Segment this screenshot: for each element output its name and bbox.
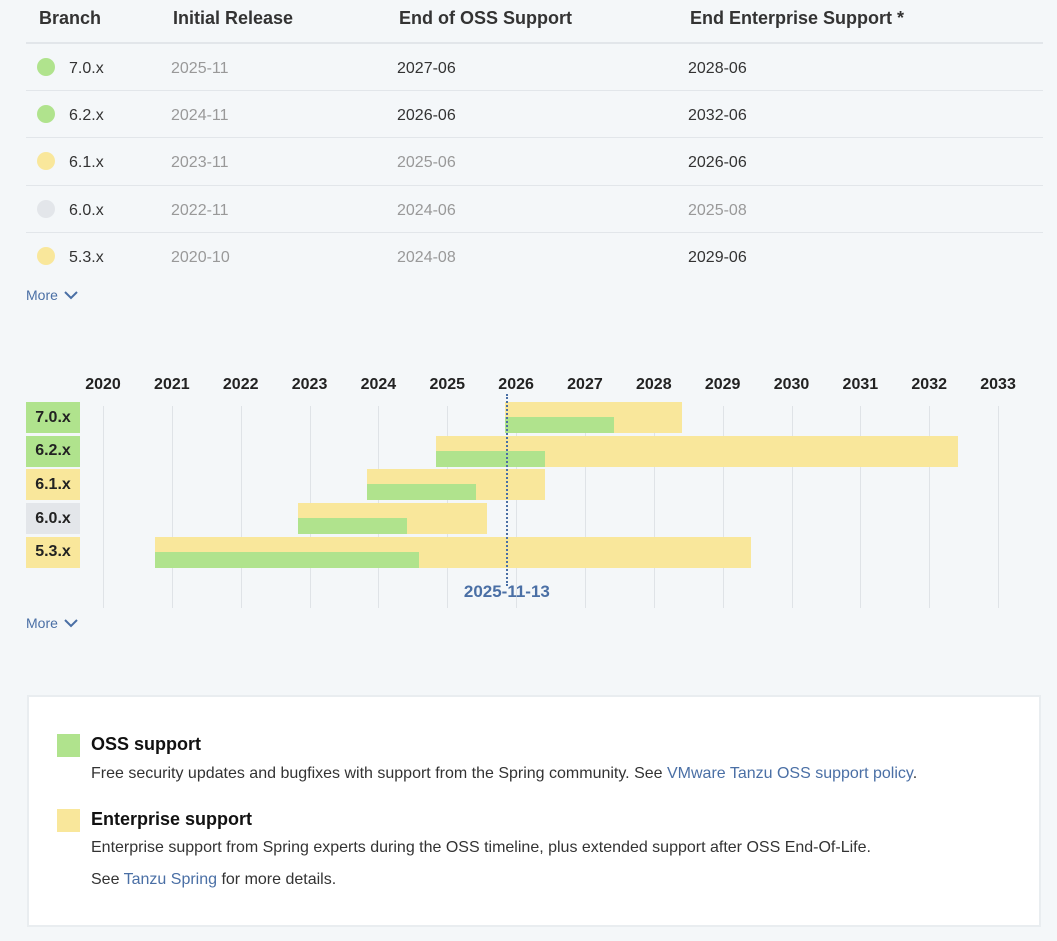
- branch-label: 7.0.x: [26, 402, 80, 433]
- grid-line: [722, 406, 724, 608]
- year-label: 2031: [842, 376, 879, 393]
- cell-branch: 7.0.x: [69, 60, 104, 77]
- cell-end-enterprise: 2026-06: [688, 154, 747, 172]
- branch-label: 5.3.x: [26, 536, 80, 568]
- cell-end-enterprise: 2025-08: [688, 201, 747, 219]
- status-dot: [37, 105, 55, 124]
- oss-policy-link[interactable]: VMware Tanzu OSS support policy: [666, 765, 913, 782]
- table-row: 7.0.x 2025-11 2027-06 2028-06: [26, 44, 1043, 92]
- oss-support-bar: [366, 484, 476, 501]
- table-row: 6.2.x 2024-11 2026-06 2032-06: [26, 91, 1043, 139]
- timeline-more-link[interactable]: More: [26, 615, 78, 631]
- enterprise-description: Enterprise support from Spring experts d…: [91, 839, 871, 856]
- cell-initial-release: 2020-10: [171, 248, 230, 266]
- header-initial-release: Initial Release: [173, 8, 294, 28]
- cell-branch: 6.1.x: [69, 154, 104, 172]
- header-branch: Branch: [39, 8, 102, 28]
- cell-initial-release: 2023-11: [171, 154, 229, 172]
- header-end-oss-support: End of OSS Support: [399, 8, 572, 28]
- cell-initial-release: 2025-11: [171, 60, 229, 77]
- year-label: 2023: [291, 376, 328, 393]
- cell-end-oss: 2027-06: [397, 60, 456, 77]
- chevron-down-icon: [64, 619, 78, 628]
- grid-line: [103, 406, 104, 608]
- cell-end-enterprise: 2029-06: [688, 248, 747, 266]
- cell-end-enterprise: 2028-06: [688, 60, 747, 77]
- cell-end-oss: 2024-06: [397, 201, 456, 219]
- table-more-link[interactable]: More: [26, 287, 78, 303]
- year-label: 2022: [222, 376, 259, 393]
- year-label: 2027: [567, 376, 603, 393]
- more-label: More: [26, 287, 58, 303]
- grid-line: [998, 406, 1000, 608]
- year-label: 2032: [911, 376, 947, 393]
- year-label: 2028: [636, 376, 672, 393]
- oss-text: Free security updates and bugfixes with …: [91, 765, 667, 782]
- chevron-down-icon: [64, 291, 78, 300]
- oss-description: Free security updates and bugfixes with …: [91, 765, 917, 783]
- year-label: 2025: [429, 376, 466, 393]
- grid-line: [240, 406, 242, 608]
- grid-line: [860, 406, 862, 608]
- grid-line: [584, 406, 586, 608]
- enterprise-title: Enterprise support: [91, 809, 253, 829]
- table-body: 7.0.x 2025-11 2027-06 2028-06 6.2.x 2024…: [26, 44, 1043, 280]
- grid-line: [929, 406, 931, 608]
- cell-end-oss: 2025-06: [397, 154, 456, 172]
- oss-support-bar: [298, 518, 408, 535]
- support-table: Branch Initial Release End of OSS Suppor…: [26, 0, 1043, 280]
- cell-initial-release: 2022-11: [171, 201, 229, 219]
- more-label: More: [26, 615, 58, 631]
- oss-title: OSS support: [91, 734, 202, 754]
- year-label: 2024: [360, 376, 397, 393]
- cell-end-oss: 2026-06: [397, 107, 456, 125]
- legend-panel: OSS support Free security updates and bu…: [27, 695, 1041, 927]
- grid-line: [653, 406, 655, 608]
- today-label: 2025-11-13: [463, 582, 550, 601]
- cell-branch: 6.2.x: [69, 107, 104, 125]
- year-label: 2020: [85, 376, 121, 393]
- grid-line: [791, 406, 793, 608]
- year-label: 2029: [704, 376, 741, 393]
- tanzu-spring-link[interactable]: Tanzu Spring: [123, 871, 218, 888]
- oss-support-bar: [504, 417, 614, 433]
- branch-label: 6.1.x: [26, 469, 80, 501]
- year-label: 2030: [773, 376, 810, 393]
- grid-line: [516, 406, 518, 608]
- cell-initial-release: 2024-11: [171, 107, 229, 125]
- enterprise-see: See: [91, 871, 124, 888]
- cell-branch: 6.0.x: [69, 201, 104, 219]
- cell-end-oss: 2024-08: [397, 248, 456, 266]
- branch-label: 6.2.x: [26, 435, 80, 467]
- year-label: 2021: [154, 376, 190, 393]
- table-header: Branch Initial Release End of OSS Suppor…: [26, 0, 1043, 44]
- branch-label: 6.0.x: [26, 503, 80, 535]
- year-label: 2026: [498, 376, 534, 393]
- status-dot: [37, 246, 55, 265]
- enterprise-suffix: for more details.: [217, 871, 337, 888]
- cell-branch: 5.3.x: [69, 248, 104, 266]
- table-row: 6.0.x 2022-11 2024-06 2025-08: [26, 186, 1043, 233]
- today-marker: [505, 394, 508, 586]
- oss-suffix: .: [912, 765, 918, 782]
- support-timeline: 2020 2021 2022 2023 2024 2025 2026 2027 2028 2029…: [0, 370, 1057, 610]
- grid-line: [171, 406, 173, 608]
- oss-support-bar: [435, 450, 545, 467]
- table-row: 6.1.x 2023-11 2025-06 2026-06: [26, 138, 1043, 186]
- status-dot: [37, 152, 55, 171]
- status-dot: [37, 58, 55, 76]
- header-end-enterprise-support: End Enterprise Support *: [690, 8, 905, 28]
- cell-end-enterprise: 2032-06: [688, 107, 747, 125]
- oss-swatch: [57, 734, 80, 757]
- enterprise-swatch: [57, 809, 80, 832]
- table-row: 5.3.x 2020-10 2024-08 2029-06: [26, 233, 1043, 280]
- year-label: 2033: [980, 376, 1016, 393]
- oss-support-bar: [154, 551, 419, 568]
- enterprise-see-more: See Tanzu Spring for more details.: [91, 871, 336, 889]
- status-dot: [37, 199, 55, 218]
